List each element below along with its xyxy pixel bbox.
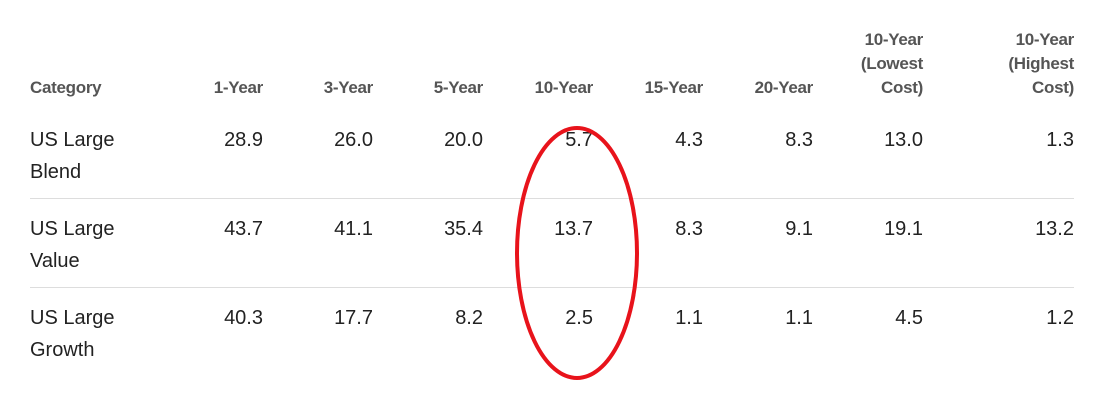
value-text: 1.2 [1046,307,1074,329]
column-header-text: 5-Year [433,78,484,97]
column-header-text: 10-Year (Lowest Cost) [860,30,923,97]
value-cell: 13.2 [923,198,1074,288]
column-header: 10-Year (Highest Cost) [923,28,1074,110]
column-header: 3-Year [263,28,374,110]
value-cell: 26.0 [263,110,373,199]
column-header-text: 10-Year (Highest Cost) [1008,30,1074,97]
value-cell: 1.2 [923,287,1074,376]
value-text: 43.7 [224,218,263,240]
value-text: 2.5 [565,307,593,329]
value-cell: 19.1 [813,198,923,288]
column-header: 5-Year [373,28,484,110]
value-cell: 40.3 [153,287,263,376]
value-cell: 28.9 [153,110,263,199]
column-header-text: 1-Year [213,78,264,97]
value-text: 13.2 [1035,218,1074,240]
value-cell: 17.7 [263,287,373,376]
column-header-text: 10-Year [534,78,594,97]
value-text: 1.1 [785,307,813,329]
table-row: US Large Growth 40.3 17.7 8.2 2.5 1.1 1.1 4.5 1.… [30,287,1074,376]
value-cell: 13.7 [483,198,593,288]
value-cell: 8.2 [373,287,483,376]
value-text: 41.1 [334,218,373,240]
column-header-text: 15-Year [644,78,704,97]
category-cell: US Large Value [30,198,153,288]
value-text: 4.5 [895,307,923,329]
value-text: 40.3 [224,307,263,329]
value-text: 13.0 [884,129,923,151]
value-text: 13.7 [554,218,593,240]
value-cell: 5.7 [483,110,593,199]
column-header-text: Category [30,78,102,97]
column-header-text: 20-Year [754,78,814,97]
value-text: 4.3 [675,129,703,151]
value-text: 35.4 [444,218,483,240]
returns-table: Category 1-Year 3-Year 5-Year 10-Year 15-Year… [30,28,1074,376]
value-cell: 2.5 [483,287,593,376]
category-text: US Large Growth [30,307,115,361]
column-header-text: 3-Year [323,78,374,97]
column-header: 10-Year (Lowest Cost) [813,28,923,110]
header-row: Category 1-Year 3-Year 5-Year 10-Year 15-Year… [30,28,1074,110]
table-row: US Large Value 43.7 41.1 35.4 13.7 8.3 9.1 19.1… [30,198,1074,288]
value-cell: 43.7 [153,198,263,288]
value-cell: 1.1 [593,287,703,376]
value-cell: 13.0 [813,110,923,199]
value-text: 17.7 [334,307,373,329]
value-cell: 8.3 [593,198,703,288]
column-header: Category [30,28,153,110]
category-cell: US Large Blend [30,110,153,199]
value-text: 1.1 [675,307,703,329]
value-cell: 35.4 [373,198,483,288]
value-cell: 4.3 [593,110,703,199]
column-header: 20-Year [703,28,814,110]
table-row: US Large Blend 28.9 26.0 20.0 5.7 4.3 8.3 13.0 1… [30,110,1074,199]
category-text: US Large Blend [30,129,115,183]
value-cell: 41.1 [263,198,373,288]
value-text: 5.7 [565,129,593,151]
value-text: 8.3 [675,218,703,240]
value-cell: 4.5 [813,287,923,376]
value-cell: 1.3 [923,110,1074,199]
value-text: 28.9 [224,129,263,151]
value-text: 19.1 [884,218,923,240]
column-header: 15-Year [593,28,704,110]
value-cell: 20.0 [373,110,483,199]
value-text: 1.3 [1046,129,1074,151]
column-header: 10-Year [483,28,594,110]
value-cell: 9.1 [703,198,813,288]
value-text: 20.0 [444,129,483,151]
column-header: 1-Year [153,28,264,110]
value-text: 9.1 [785,218,813,240]
table-body: US Large Blend 28.9 26.0 20.0 5.7 4.3 8.3 13.0 1… [30,110,1074,376]
value-text: 8.3 [785,129,813,151]
category-cell: US Large Growth [30,287,153,376]
value-text: 8.2 [455,307,483,329]
value-cell: 1.1 [703,287,813,376]
value-cell: 8.3 [703,110,813,199]
value-text: 26.0 [334,129,373,151]
category-text: US Large Value [30,218,115,272]
